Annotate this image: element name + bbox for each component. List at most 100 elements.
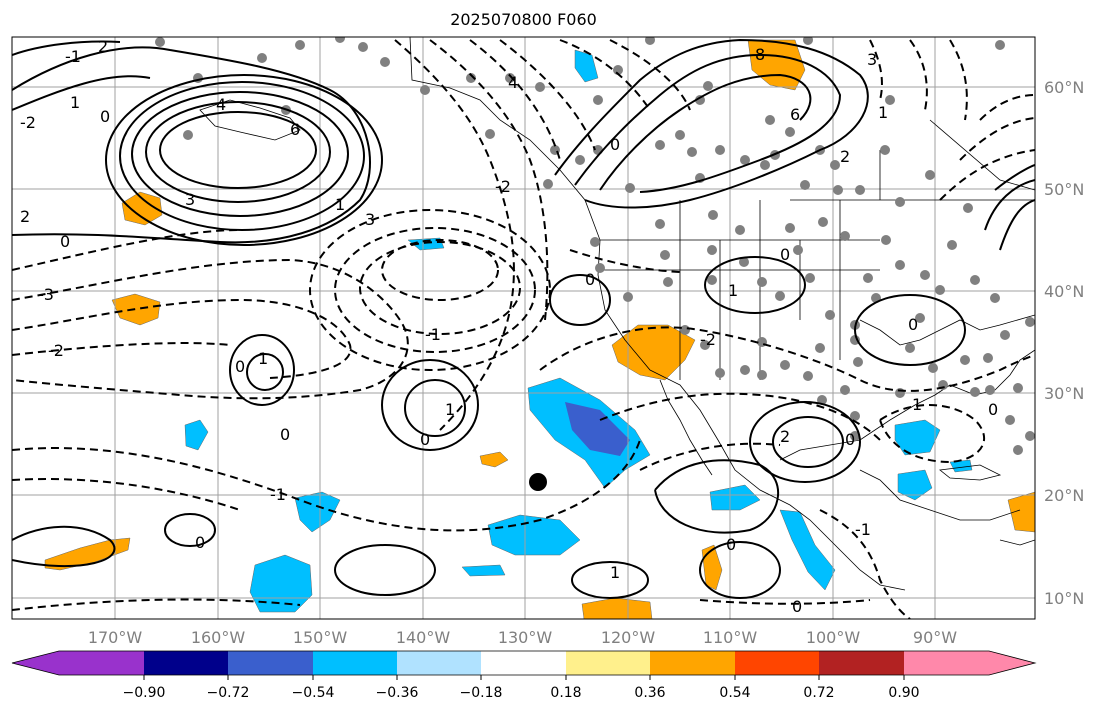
colorbar-tick-label: 0.18 <box>550 685 581 701</box>
colorbar-segment <box>59 651 144 675</box>
station-dots <box>155 37 1035 455</box>
lon-label: 90°W <box>913 628 957 647</box>
contour-label: 0 <box>235 357 245 376</box>
lat-label: 20°N <box>1044 486 1084 505</box>
contour-labels: 2 -2 1 0 -1 4 6 3 0 -3 2 -2 1 0 1 0 -1 0… <box>20 37 998 616</box>
lat-label: 50°N <box>1044 180 1084 199</box>
colorbar-segment <box>144 651 228 675</box>
contour-label: 1 <box>335 195 345 214</box>
lon-labels: 170°W 160°W 150°W 140°W 130°W 120°W 110°… <box>88 628 957 647</box>
colorbar-tick-label: −0.72 <box>207 685 250 701</box>
orange-patch <box>611 324 696 381</box>
lat-label: 40°N <box>1044 282 1084 301</box>
colorbar-segment <box>904 651 989 675</box>
colorbar-tick-label: 0.36 <box>634 685 665 701</box>
contour-label: 4 <box>508 73 518 92</box>
orange-patch <box>479 451 509 468</box>
plot-title: 2025070800 F060 <box>450 10 597 29</box>
colorbar: −0.90 −0.72 −0.54 −0.36 −0.18 0.18 0.36 … <box>11 650 1037 701</box>
sky-patch <box>894 419 941 456</box>
contour-label: 2 <box>20 207 30 226</box>
contour-label: 0 <box>100 107 110 126</box>
colorbar-segment <box>228 651 313 675</box>
contour-label: -1 <box>65 47 81 66</box>
contour-label: 0 <box>988 400 998 419</box>
lon-label: 150°W <box>293 628 348 647</box>
contour-label: 3 <box>185 190 195 209</box>
colorbar-segment <box>566 651 650 675</box>
contour-label: -1 <box>425 325 441 344</box>
contour-label: 2 <box>98 37 108 56</box>
lon-label: 120°W <box>601 628 656 647</box>
contour-label: 0 <box>420 430 430 449</box>
colorbar-tick-label: 0.54 <box>719 685 750 701</box>
colorbar-segment <box>650 651 735 675</box>
colorbar-segment <box>313 651 397 675</box>
lon-label: 160°W <box>191 628 246 647</box>
contour-label: 3 <box>365 210 375 229</box>
colorbar-segment <box>397 651 481 675</box>
contour-label: 0 <box>726 535 736 554</box>
contour-label: 1 <box>445 400 455 419</box>
colorbar-tick-label: −0.54 <box>292 685 335 701</box>
contour-label: 0 <box>585 270 595 289</box>
lat-labels: 60°N 50°N 40°N 30°N 20°N 10°N <box>1044 78 1084 608</box>
lat-label: 10°N <box>1044 589 1084 608</box>
sky-patch <box>407 237 445 251</box>
contour-label: 2 <box>780 427 790 446</box>
colorbar-tick-label: 0.90 <box>888 685 919 701</box>
storm-marker <box>529 473 547 491</box>
orange-patch <box>111 293 161 326</box>
sky-patch <box>249 554 313 613</box>
contour-label: 2 <box>840 147 850 166</box>
colorbar-segment <box>481 651 566 675</box>
colorbar-extend-left <box>12 651 59 675</box>
contour-label: 1 <box>258 349 268 368</box>
orange-patch <box>701 544 723 591</box>
contour-label: 4 <box>216 95 226 114</box>
contour-label: -2 <box>20 113 36 132</box>
contour-label: -1 <box>270 485 286 504</box>
contour-label: -2 <box>48 341 64 360</box>
sky-patch <box>184 419 209 451</box>
contour-label: 8 <box>755 45 765 64</box>
contour-label: 1 <box>610 563 620 582</box>
contour-label: -2 <box>495 177 511 196</box>
colorbar-segment <box>735 651 819 675</box>
shaded-anomalies <box>44 39 1035 619</box>
lon-label: 110°W <box>703 628 758 647</box>
colorbar-tick-label: −0.36 <box>376 685 419 701</box>
contour-label: 0 <box>60 232 70 251</box>
contour-label: 3 <box>867 50 877 69</box>
contour-label: 6 <box>790 105 800 124</box>
colorbar-tick-label: −0.18 <box>460 685 503 701</box>
dashed-contours <box>12 39 1035 619</box>
contour-label: -2 <box>700 330 716 349</box>
lon-label: 140°W <box>396 628 451 647</box>
colorbar-segment <box>819 651 904 675</box>
lon-label: 130°W <box>498 628 553 647</box>
contour-label: 0 <box>792 597 802 616</box>
sky-patch <box>461 564 506 577</box>
lon-label: 170°W <box>88 628 143 647</box>
lat-label: 60°N <box>1044 78 1084 97</box>
contour-label: 1 <box>70 93 80 112</box>
contour-label: 0 <box>280 425 290 444</box>
blue-patch <box>565 402 630 456</box>
contour-label: 6 <box>290 120 300 139</box>
colorbar-tick-label: 0.72 <box>803 685 834 701</box>
sky-patch <box>709 484 761 511</box>
orange-patch <box>44 537 131 571</box>
contour-label: 1 <box>878 103 888 122</box>
colorbar-extend-right <box>989 651 1035 675</box>
map-frame <box>11 36 1036 620</box>
colorbar-tick-label: −0.90 <box>123 685 166 701</box>
contour-label: 0 <box>845 430 855 449</box>
orange-patch <box>121 191 163 226</box>
lon-label: 100°W <box>806 628 861 647</box>
contour-label: 0 <box>780 245 790 264</box>
contour-label: -1 <box>855 520 871 539</box>
contour-label: -3 <box>38 285 54 304</box>
sky-patch <box>897 469 933 501</box>
